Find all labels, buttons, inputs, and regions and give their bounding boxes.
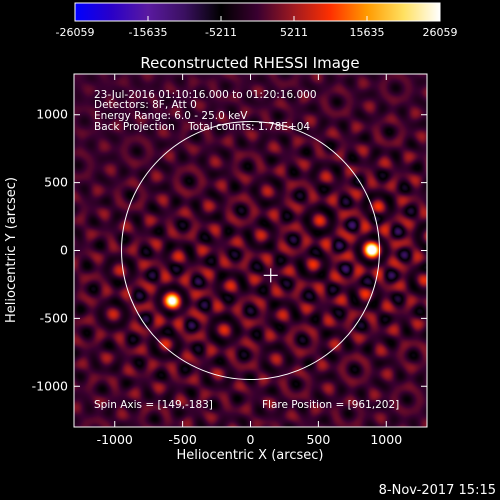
spin-axis-label: Spin Axis = [149,-183] <box>94 399 213 411</box>
rhessi-map <box>74 74 427 427</box>
colorbar-tick-label: 5211 <box>280 26 308 39</box>
x-tick-label: -500 <box>168 432 196 447</box>
y-axis-ticks: -1000 -500 0 500 1000 <box>32 107 427 393</box>
x-tick-label: 500 <box>306 432 330 447</box>
solar-limb <box>121 121 380 380</box>
image-title: Reconstructed RHESSI Image <box>140 54 359 72</box>
colorbar <box>74 2 441 22</box>
colorbar-ticks: -26059 -15635 -5211 5211 15635 26059 <box>56 16 458 39</box>
spin-axis-marker <box>263 268 278 283</box>
annotation-energy-range: Energy Range: 6.0 - 25.0 keV <box>94 110 248 122</box>
colorbar-tick-label: -15635 <box>129 26 168 39</box>
y-tick-label: 500 <box>44 175 68 190</box>
x-axis-ticks: -1000 -500 0 500 1000 <box>97 74 402 447</box>
flare-position-label: Flare Position = [961,202] <box>262 399 399 411</box>
y-tick-label: -1000 <box>32 378 68 393</box>
annotation-method-counts: Back Projection Total counts: 1.78E+04 <box>94 121 310 133</box>
annotation-time-range: 23-Jul-2016 01:10:16.000 to 01:20:16.000 <box>94 89 317 101</box>
x-tick-label: 0 <box>247 432 255 447</box>
y-tick-label: 0 <box>60 243 68 258</box>
x-tick-label: 1000 <box>370 432 402 447</box>
y-axis-label: Heliocentric Y (arcsec) <box>4 177 19 323</box>
y-tick-label: -500 <box>40 310 68 325</box>
colorbar-tick-label: 26059 <box>423 26 458 39</box>
colorbar-tick-label: -26059 <box>56 26 95 39</box>
x-tick-label: -1000 <box>97 432 133 447</box>
footer-timestamp: 8-Nov-2017 15:15 <box>379 483 496 498</box>
annotation-detectors: Detectors: 8F, Att 0 <box>94 99 197 111</box>
x-axis-label: Heliocentric X (arcsec) <box>177 448 324 463</box>
y-tick-label: 1000 <box>36 107 68 122</box>
colorbar-tick-label: -5211 <box>205 26 237 39</box>
colorbar-tick-label: 15635 <box>349 26 384 39</box>
